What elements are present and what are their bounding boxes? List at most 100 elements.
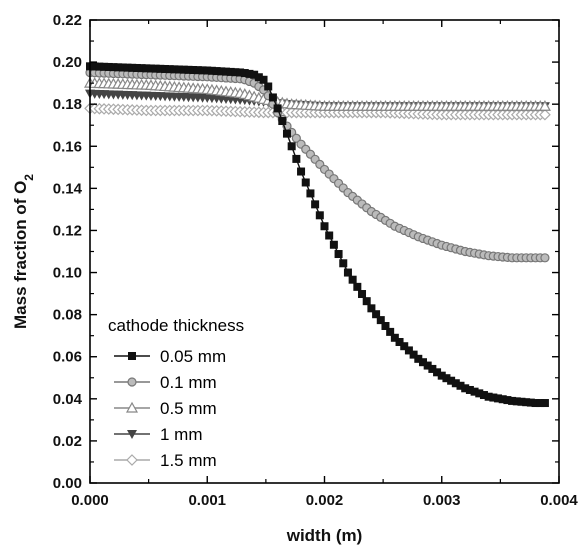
data-point xyxy=(334,250,343,259)
legend-marker xyxy=(128,352,136,360)
data-point xyxy=(353,282,362,291)
y-tick-label: 0.14 xyxy=(53,180,83,197)
data-point xyxy=(291,133,301,143)
x-tick-label: 0.002 xyxy=(306,492,344,509)
data-point xyxy=(245,69,254,78)
data-point xyxy=(137,64,146,73)
data-point xyxy=(475,389,484,398)
data-point xyxy=(311,200,320,209)
data-point xyxy=(184,65,193,74)
data-point xyxy=(207,66,216,75)
data-point xyxy=(348,275,357,284)
y-axis-title-subscript: 2 xyxy=(22,174,36,181)
data-point xyxy=(517,397,526,406)
data-point xyxy=(320,222,329,231)
data-point xyxy=(193,66,202,75)
data-point xyxy=(503,396,512,405)
data-point xyxy=(132,63,141,72)
data-point xyxy=(512,397,521,406)
data-point xyxy=(142,64,151,73)
data-point xyxy=(128,63,137,72)
x-axis-title: width (m) xyxy=(286,526,363,545)
x-tick-label: 0.000 xyxy=(71,492,109,509)
data-point xyxy=(461,384,470,393)
data-point xyxy=(358,290,367,299)
legend-label: 0.1 mm xyxy=(160,373,217,392)
y-tick-label: 0.08 xyxy=(53,307,82,324)
data-point xyxy=(282,129,291,138)
data-point xyxy=(264,82,273,91)
data-point xyxy=(540,253,550,263)
data-point xyxy=(189,66,198,75)
data-point xyxy=(123,63,132,72)
data-point xyxy=(423,361,432,370)
legend-marker xyxy=(127,430,137,439)
data-point xyxy=(254,73,263,82)
legend-item: 1 mm xyxy=(114,425,203,444)
data-point xyxy=(212,67,221,76)
data-point xyxy=(179,65,188,74)
data-point xyxy=(278,117,287,126)
data-point xyxy=(451,379,460,388)
x-tick-label: 0.001 xyxy=(188,492,226,509)
legend-label: 0.5 mm xyxy=(160,399,217,418)
data-point xyxy=(236,68,245,77)
data-point xyxy=(437,371,446,380)
y-tick-label: 0.20 xyxy=(53,54,82,71)
data-point xyxy=(268,93,277,102)
data-point xyxy=(231,68,240,77)
y-tick-label: 0.22 xyxy=(53,12,82,29)
data-point xyxy=(470,387,479,396)
x-tick-label: 0.003 xyxy=(423,492,461,509)
legend-label: 0.05 mm xyxy=(160,347,226,366)
data-point xyxy=(273,104,282,113)
data-point xyxy=(381,322,390,331)
data-point xyxy=(465,385,474,394)
data-point xyxy=(526,398,535,407)
data-point xyxy=(250,70,259,79)
legend-title: cathode thickness xyxy=(108,316,244,335)
data-point xyxy=(404,346,413,355)
legend-label: 1 mm xyxy=(160,425,203,444)
data-point xyxy=(226,67,235,76)
data-point xyxy=(433,368,442,377)
legend-item: 0.5 mm xyxy=(114,399,217,418)
y-tick-label: 0.12 xyxy=(53,222,82,239)
data-point xyxy=(395,337,404,346)
data-point xyxy=(151,64,160,73)
y-tick-label: 0.04 xyxy=(53,391,83,408)
data-point xyxy=(198,66,207,75)
data-point xyxy=(538,100,551,111)
data-point xyxy=(90,62,99,71)
data-point xyxy=(146,64,155,73)
data-point xyxy=(156,64,165,73)
data-point xyxy=(315,211,324,220)
data-point xyxy=(428,364,437,373)
data-point xyxy=(259,75,268,84)
data-point xyxy=(479,391,488,400)
y-tick-label: 0.18 xyxy=(53,96,82,113)
y-tick-label: 0.06 xyxy=(53,349,82,366)
data-point xyxy=(109,63,118,72)
data-point xyxy=(217,67,226,76)
data-point xyxy=(539,108,551,121)
data-point xyxy=(325,231,334,240)
legend-item: 0.05 mm xyxy=(114,347,226,366)
data-point xyxy=(170,65,179,74)
data-point xyxy=(540,399,549,408)
legend-item: 0.1 mm xyxy=(114,373,217,392)
data-point xyxy=(329,240,338,249)
legend-marker xyxy=(125,401,139,413)
data-point xyxy=(418,358,427,367)
legend-marker xyxy=(126,454,138,466)
data-point xyxy=(222,67,231,76)
data-point xyxy=(118,63,127,72)
data-point xyxy=(165,65,174,74)
data-point xyxy=(494,394,503,403)
legend-label: 1.5 mm xyxy=(160,451,217,470)
data-point xyxy=(498,395,507,404)
series-0-05-mm xyxy=(86,62,549,408)
axes-layer: 0.00 0.02 0.04 0.06 0.08 0.10 0.12 0.14 0.16 0.18… xyxy=(53,12,579,509)
data-point xyxy=(306,189,315,198)
